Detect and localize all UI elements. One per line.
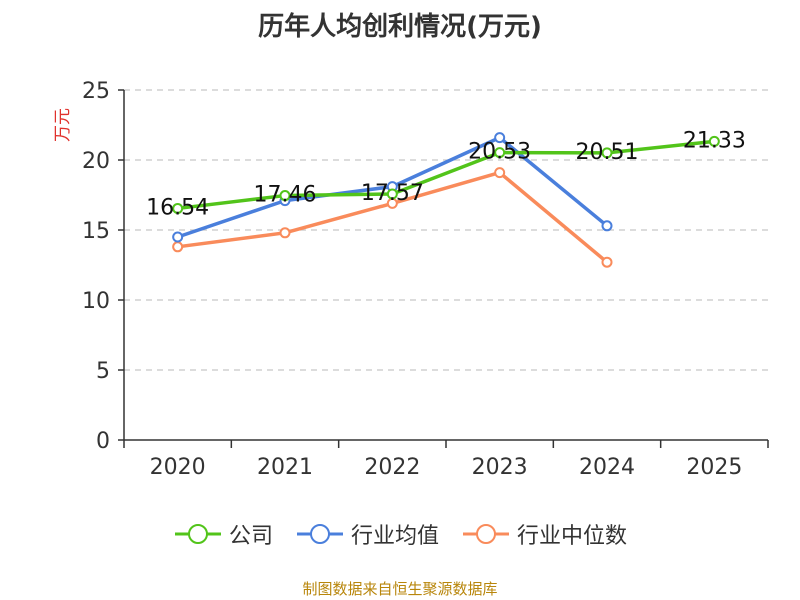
x-tick-label-2021: 2021 [257, 455, 313, 480]
point-industry-avg-2024 [601, 220, 613, 232]
legend-company-icon [174, 524, 221, 544]
legend-item-industry-median[interactable]: 行业中位数 [461, 518, 627, 550]
y-tick-label-20: 20 [82, 149, 110, 174]
point-industry-median-2023 [494, 167, 506, 179]
y-tick-label-5: 5 [96, 359, 110, 384]
legend-industry-median-label: 行业中位数 [517, 524, 628, 549]
data-label-company-2021: 17.46 [254, 183, 317, 208]
point-company-2020 [172, 202, 184, 214]
y-tick-label-25: 25 [82, 79, 110, 104]
point-industry-median-2021 [279, 227, 291, 239]
y-axis-unit-label: 万元 [53, 108, 73, 142]
data-label-company-2024: 20.51 [576, 140, 639, 165]
data-labels: 16.54 17.46 17.57 20.53 20.51 21.33 [146, 128, 746, 220]
point-company-2023 [494, 147, 506, 159]
data-label-company-2020: 16.54 [146, 195, 209, 220]
grid-lines [124, 89, 768, 371]
legend: 公司 行业均值 行业中位数 [0, 518, 800, 550]
y-tick-label-0: 0 [96, 429, 110, 454]
point-industry-avg-2020 [172, 231, 184, 243]
legend-industry-avg-marker [309, 524, 330, 544]
legend-item-industry-avg[interactable]: 行业均值 [295, 518, 439, 550]
point-company-2025 [708, 135, 720, 147]
x-tick-label-2022: 2022 [364, 455, 420, 480]
legend-company-label: 公司 [228, 524, 273, 549]
point-industry-median-2024 [601, 256, 613, 268]
legend-industry-median-marker [476, 524, 496, 544]
point-company-2024 [601, 147, 613, 159]
legend-item-company[interactable]: 公司 [173, 518, 273, 550]
legend-industry-avg-icon [296, 524, 343, 544]
data-label-company-2022: 17.57 [361, 181, 424, 206]
legend-company-marker [187, 524, 208, 544]
data-label-company-2025: 21.33 [683, 128, 746, 153]
point-company-2021 [279, 190, 291, 202]
y-tick-label-10: 10 [82, 289, 110, 314]
x-tick-label-2025: 2025 [686, 455, 742, 480]
series-points [172, 132, 720, 268]
line-company [177, 139, 715, 211]
legend-industry-median-icon [463, 524, 509, 544]
data-source-note: 制图数据来自恒生聚源数据库 [302, 580, 498, 598]
x-tick-label-2024: 2024 [579, 455, 635, 480]
x-tick-label-2023: 2023 [472, 455, 528, 480]
point-company-2022 [386, 188, 398, 200]
chart-title: 历年人均创利情况(万元) [258, 12, 542, 42]
point-industry-median-2020 [172, 241, 184, 253]
y-tick-label-15: 15 [82, 219, 110, 244]
data-label-company-2023: 20.53 [468, 140, 531, 165]
legend-industry-avg-label: 行业均值 [350, 524, 439, 549]
point-industry-avg-2023 [494, 132, 506, 144]
x-tick-label-2020: 2020 [150, 455, 206, 480]
